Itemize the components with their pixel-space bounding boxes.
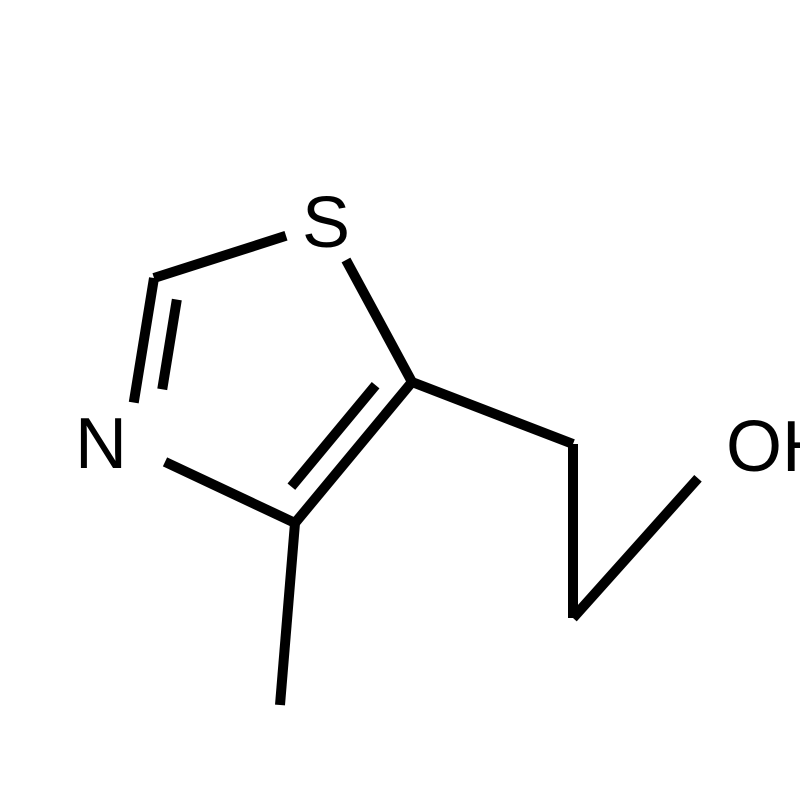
bond-C4-C6 xyxy=(280,523,295,705)
atom-label-N: N xyxy=(75,404,127,484)
bond-C2-N-inner xyxy=(162,300,177,390)
bond-C4-C5-outer xyxy=(295,382,412,523)
bond-C8-OH xyxy=(573,478,698,618)
bond-C2-N-outer xyxy=(134,278,154,403)
bond-C5-C7 xyxy=(412,382,573,444)
bond-C5-S xyxy=(346,260,412,382)
bonds-layer xyxy=(134,236,698,705)
atom-label-OH: OH xyxy=(726,407,800,487)
bond-S-C2 xyxy=(154,236,286,278)
bond-N-C4 xyxy=(165,462,295,523)
atom-label-S: S xyxy=(302,183,350,263)
labels-layer: S N OH xyxy=(75,183,800,487)
molecule-diagram: S N OH xyxy=(0,0,800,800)
